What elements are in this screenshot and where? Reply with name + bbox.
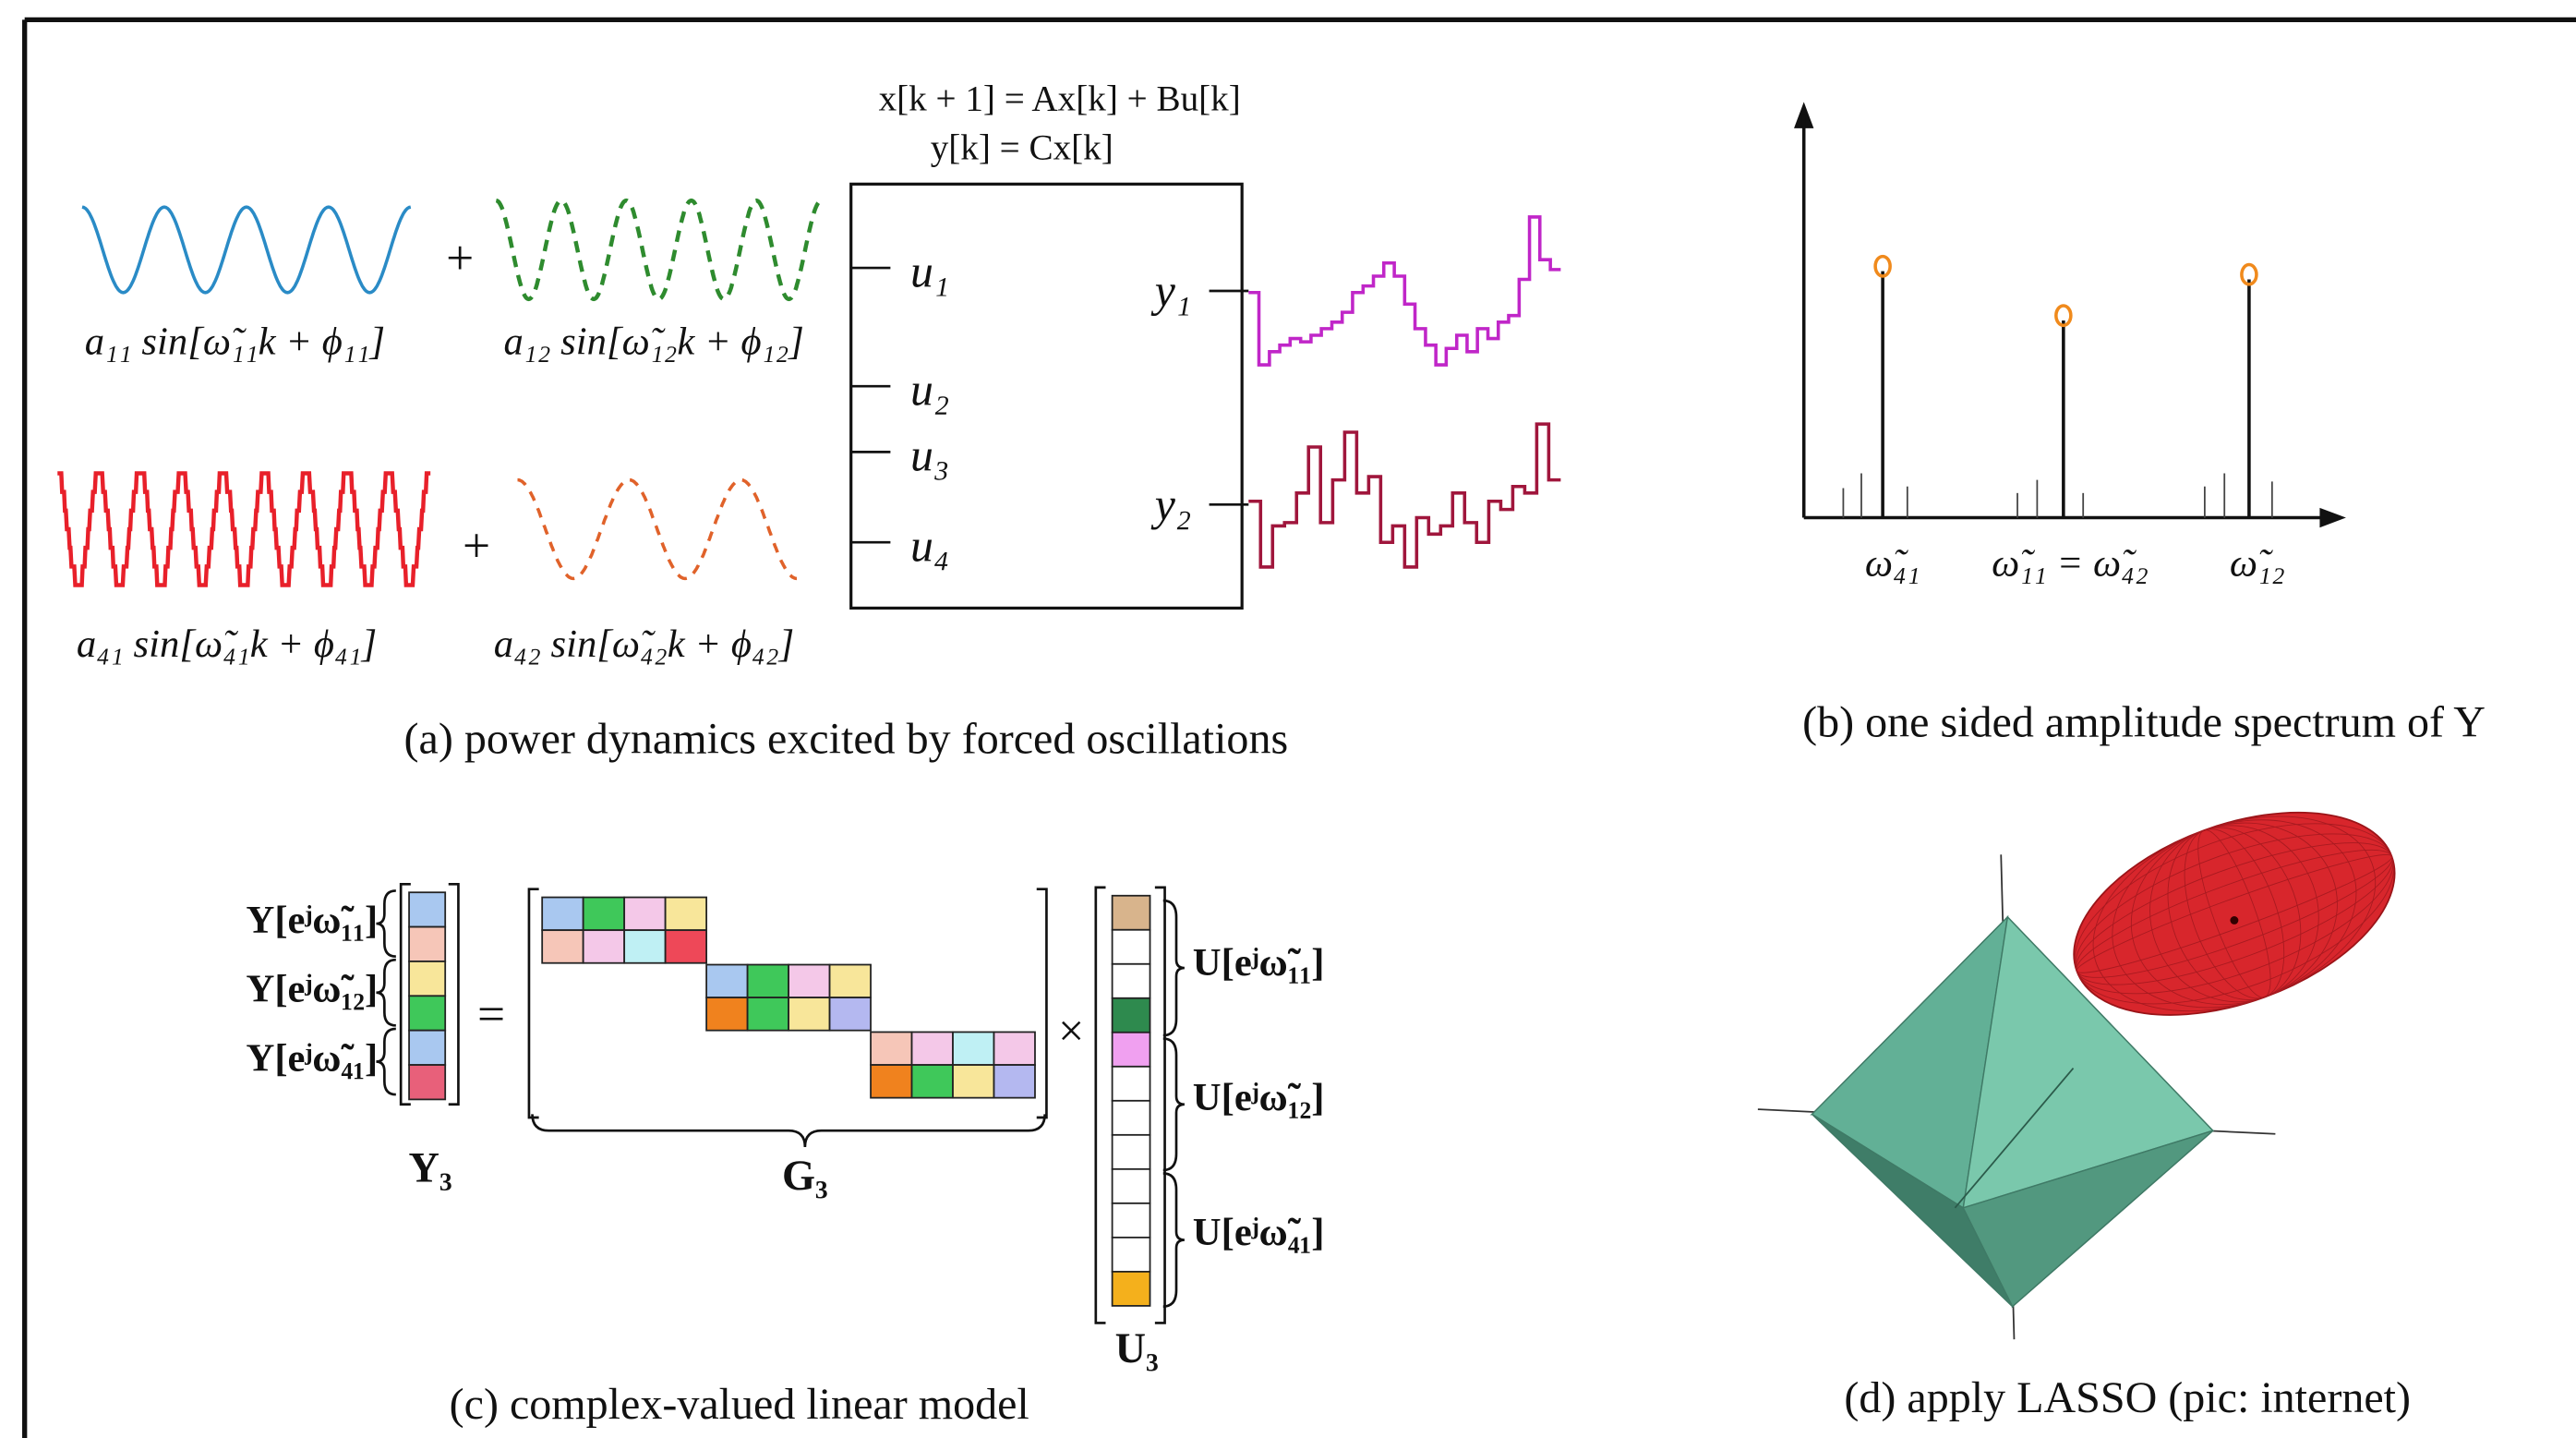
- matrix-cell: [409, 892, 445, 926]
- output-label: y₁: [1150, 266, 1191, 317]
- output-label: y₂: [1150, 479, 1191, 530]
- frequency-label: ω̃₄₁: [1865, 542, 1920, 586]
- matrix-cell: [706, 965, 747, 998]
- matrix-cell: [1113, 1203, 1150, 1238]
- plus-sign: +: [463, 517, 490, 573]
- matrix-cell: [993, 1032, 1034, 1065]
- curly-brace: [1163, 1173, 1185, 1306]
- matrix-cell: [1113, 1067, 1150, 1101]
- matrix-name: Y₃: [409, 1144, 452, 1191]
- matrix-cell: [666, 930, 706, 963]
- caption: (d) apply LASSO (pic: internet): [1844, 1373, 2411, 1422]
- matrix-cell: [871, 1032, 911, 1065]
- wave-red: [57, 473, 430, 585]
- u-block-label: U[eʲω̃₁₂]: [1193, 1076, 1325, 1119]
- matrix-cell: [1113, 1238, 1150, 1272]
- y-block-label: Y[eʲω̃₄₁]: [247, 1036, 379, 1080]
- matrix-name: U₃: [1115, 1325, 1159, 1372]
- caption: (c) complex-valued linear model: [450, 1380, 1029, 1429]
- curly-brace: [376, 1029, 395, 1094]
- signal-label: a₁₁ sin[ω̃₁₁k + ϕ₁₁]: [85, 320, 385, 363]
- times-sign: ×: [1058, 1005, 1084, 1056]
- figure: x[k + 1] = Ax[k] + Bu[k] y[k] = Cx[k] + + a₁…: [0, 0, 2576, 1438]
- matrix-cell: [542, 898, 583, 931]
- wave-blue: [82, 207, 411, 293]
- curly-brace: [533, 1114, 1045, 1147]
- equals-sign: =: [477, 985, 505, 1041]
- bracket: [1155, 888, 1165, 1323]
- matrix-cell: [830, 965, 871, 998]
- matrix-cell: [706, 997, 747, 1031]
- matrix-cell: [409, 927, 445, 961]
- matrix-cell: [1113, 998, 1150, 1033]
- state-equation: x[k + 1] = Ax[k] + Bu[k]: [879, 79, 1241, 118]
- matrix-cell: [584, 898, 624, 931]
- u-block-label: U[eʲω̃₄₁]: [1193, 1211, 1325, 1254]
- matrix-cell: [409, 1031, 445, 1065]
- curly-brace: [376, 960, 395, 1025]
- u-block-label: U[eʲω̃₁₁]: [1193, 941, 1325, 985]
- matrix-cell: [1113, 896, 1150, 930]
- signal-label: a₄₁ sin[ω̃₄₁k + ϕ₄₁]: [77, 622, 377, 666]
- output-equation: y[k] = Cx[k]: [931, 128, 1113, 168]
- ellipsoid-center: [2230, 916, 2238, 924]
- bracket: [529, 889, 539, 1118]
- ellipsoid: [2046, 773, 2422, 1055]
- signal-label: a₄₂ sin[ω̃₄₂k + ϕ₄₂]: [494, 622, 794, 666]
- y-block-label: Y[eʲω̃₁₂]: [247, 968, 379, 1011]
- matrix-cell: [912, 1032, 953, 1065]
- caption: (b) one sided amplitude spectrum of Y: [1802, 698, 2486, 747]
- matrix-cell: [409, 1065, 445, 1099]
- matrix-cell: [912, 1065, 953, 1098]
- matrix-cell: [584, 930, 624, 963]
- matrix-cell: [409, 961, 445, 996]
- frequency-label: ω̃₁₁ = ω̃₄₂: [1992, 542, 2149, 586]
- matrix-cell: [624, 930, 665, 963]
- matrix-cell: [748, 965, 788, 998]
- plus-sign: +: [446, 230, 474, 285]
- matrix-cell: [871, 1065, 911, 1098]
- matrix-cell: [788, 997, 829, 1031]
- frequency-label: ω̃₁₂: [2230, 542, 2285, 586]
- matrix-cell: [624, 898, 665, 931]
- signal-label: a₁₂ sin[ω̃₁₂k + ϕ₁₂]: [503, 320, 803, 363]
- matrix-cell: [1113, 964, 1150, 998]
- matrix-cell: [1113, 1169, 1150, 1203]
- input-label: u₃: [910, 430, 949, 481]
- axis-arrow: [2319, 508, 2345, 527]
- matrix-cell: [748, 997, 788, 1031]
- bracket: [449, 884, 459, 1104]
- matrix-cell: [953, 1065, 993, 1098]
- matrix-cell: [993, 1065, 1034, 1098]
- matrix-cell: [953, 1032, 993, 1065]
- output-y2: [1248, 424, 1560, 567]
- matrix-cell: [409, 996, 445, 1030]
- input-label: u₄: [910, 521, 949, 572]
- page: {"panel_a":{"state_equation":"x[k + 1] =…: [0, 0, 2576, 1438]
- matrix-cell: [1113, 1135, 1150, 1169]
- wave-orange: [517, 480, 796, 579]
- curly-brace: [1163, 1039, 1185, 1170]
- caption: (a) power dynamics excited by forced osc…: [404, 714, 1289, 763]
- matrix-cell: [1113, 1101, 1150, 1135]
- matrix-cell: [830, 997, 871, 1031]
- matrix-cell: [666, 898, 706, 931]
- curly-brace: [376, 890, 395, 956]
- output-y1: [1248, 217, 1560, 365]
- curly-brace: [1163, 900, 1185, 1035]
- matrix-name: G₃: [782, 1153, 828, 1200]
- matrix-cell: [788, 965, 829, 998]
- matrix-cell: [1113, 1033, 1150, 1067]
- input-label: u₂: [910, 365, 949, 416]
- wave-green: [496, 200, 821, 299]
- y-block-label: Y[eʲω̃₁₁]: [247, 899, 379, 942]
- bracket: [1096, 888, 1106, 1323]
- matrix-cell: [1113, 1272, 1150, 1306]
- input-label: u₁: [910, 246, 949, 296]
- matrix-cell: [1113, 930, 1150, 964]
- bracket: [1037, 889, 1047, 1118]
- matrix-cell: [542, 930, 583, 963]
